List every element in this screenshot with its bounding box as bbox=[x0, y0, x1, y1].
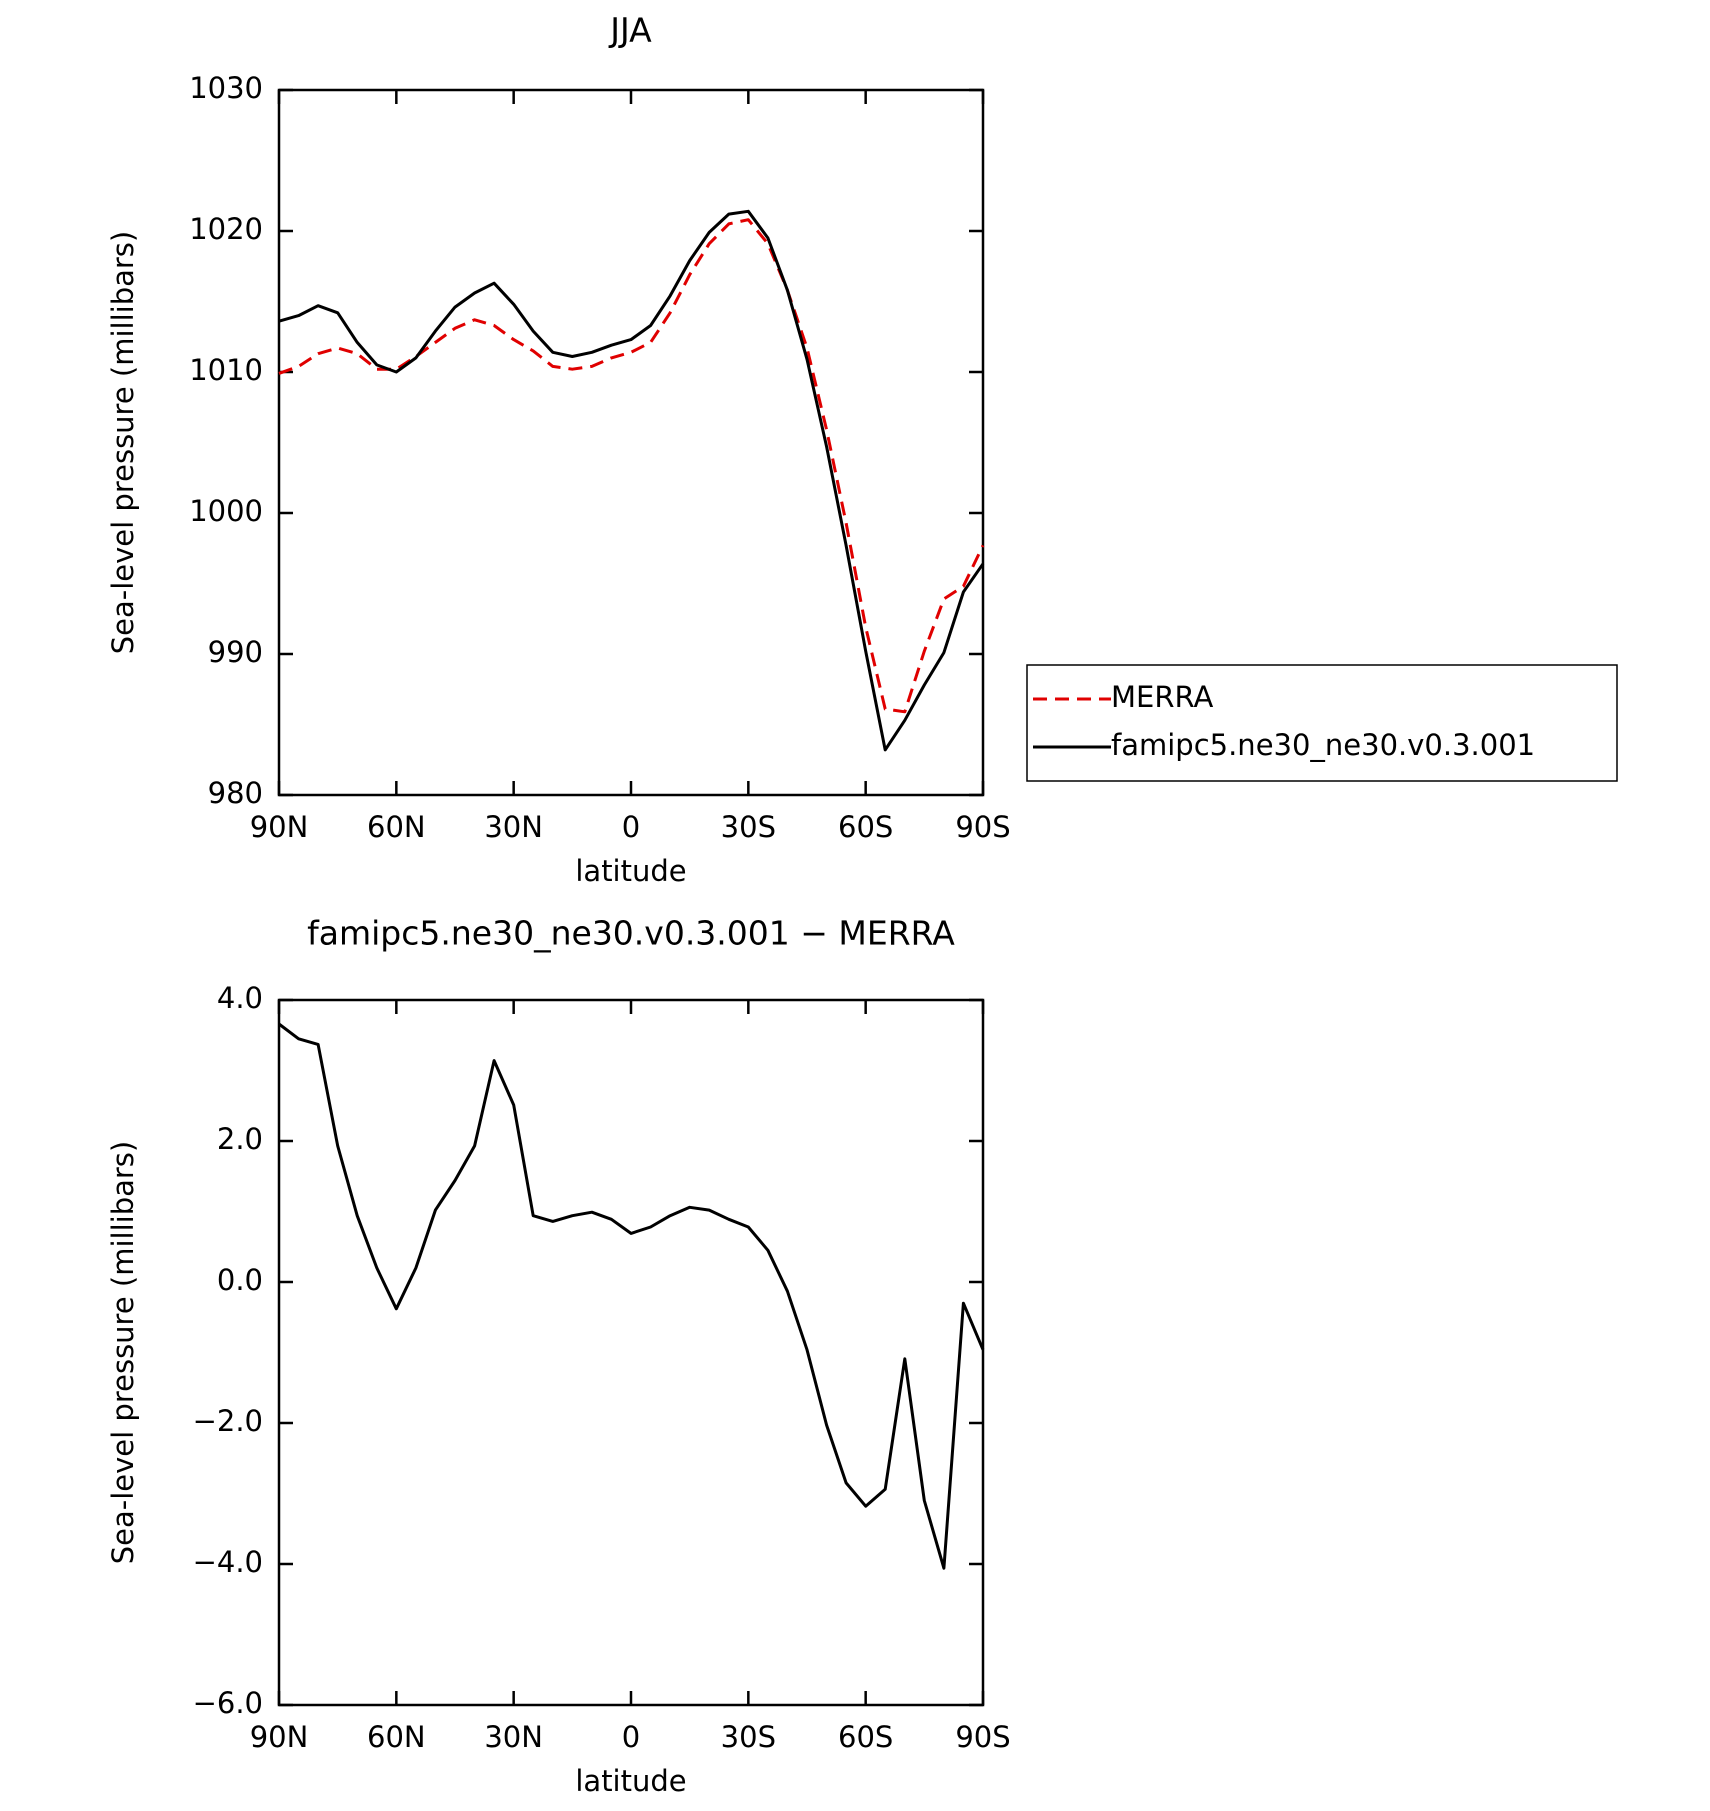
plot-frame bbox=[277, 88, 985, 797]
data-line bbox=[278, 218, 985, 714]
x-tick-label: 90N bbox=[250, 1720, 309, 1754]
x-tick-label: 30S bbox=[721, 810, 776, 844]
x-tick-label: 30N bbox=[484, 810, 543, 844]
y-tick-label: 1000 bbox=[189, 494, 263, 528]
y-tick-label: 980 bbox=[208, 776, 263, 810]
x-tick-label: 90N bbox=[250, 810, 309, 844]
y-tick-label: −4.0 bbox=[193, 1545, 263, 1579]
y-tick-label: −2.0 bbox=[193, 1404, 263, 1438]
legend-box bbox=[1026, 664, 1618, 782]
chart-title: famipc5.ne30_ne30.v0.3.001 − MERRA bbox=[307, 914, 955, 953]
x-tick-label: 30N bbox=[484, 1720, 543, 1754]
x-axis-label: latitude bbox=[575, 1764, 686, 1798]
x-tick-label: 60S bbox=[838, 810, 893, 844]
x-tick-label: 0 bbox=[622, 1720, 640, 1754]
x-tick-label: 60N bbox=[367, 1720, 426, 1754]
x-tick-label: 30S bbox=[721, 1720, 776, 1754]
x-axis-label: latitude bbox=[575, 854, 686, 888]
data-line bbox=[278, 209, 985, 752]
chart-title: JJA bbox=[608, 11, 652, 50]
x-tick-label: 60S bbox=[838, 1720, 893, 1754]
y-tick-label: 0.0 bbox=[217, 1263, 263, 1297]
legend-label: famipc5.ne30_ne30.v0.3.001 bbox=[1111, 728, 1535, 762]
y-axis-label: Sea-level pressure (millibars) bbox=[106, 1141, 140, 1564]
y-tick-label: 1030 bbox=[189, 71, 263, 105]
y-axis-label: Sea-level pressure (millibars) bbox=[106, 231, 140, 654]
x-tick-label: 90S bbox=[955, 1720, 1010, 1754]
plot-frame bbox=[277, 998, 985, 1707]
x-tick-label: 90S bbox=[955, 810, 1010, 844]
data-line bbox=[278, 1022, 985, 1570]
x-tick-label: 60N bbox=[367, 810, 426, 844]
y-tick-label: 1010 bbox=[189, 353, 263, 387]
legend-label: MERRA bbox=[1111, 680, 1213, 714]
x-tick-label: 0 bbox=[622, 810, 640, 844]
y-tick-label: 2.0 bbox=[217, 1122, 263, 1156]
y-tick-label: −6.0 bbox=[193, 1686, 263, 1720]
y-tick-label: 990 bbox=[208, 635, 263, 669]
y-tick-label: 4.0 bbox=[217, 981, 263, 1015]
y-tick-label: 1020 bbox=[189, 212, 263, 246]
